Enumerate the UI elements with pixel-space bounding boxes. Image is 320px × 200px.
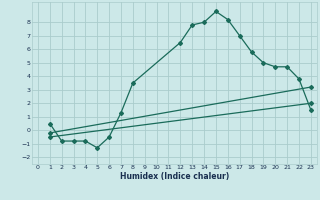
- X-axis label: Humidex (Indice chaleur): Humidex (Indice chaleur): [120, 172, 229, 181]
